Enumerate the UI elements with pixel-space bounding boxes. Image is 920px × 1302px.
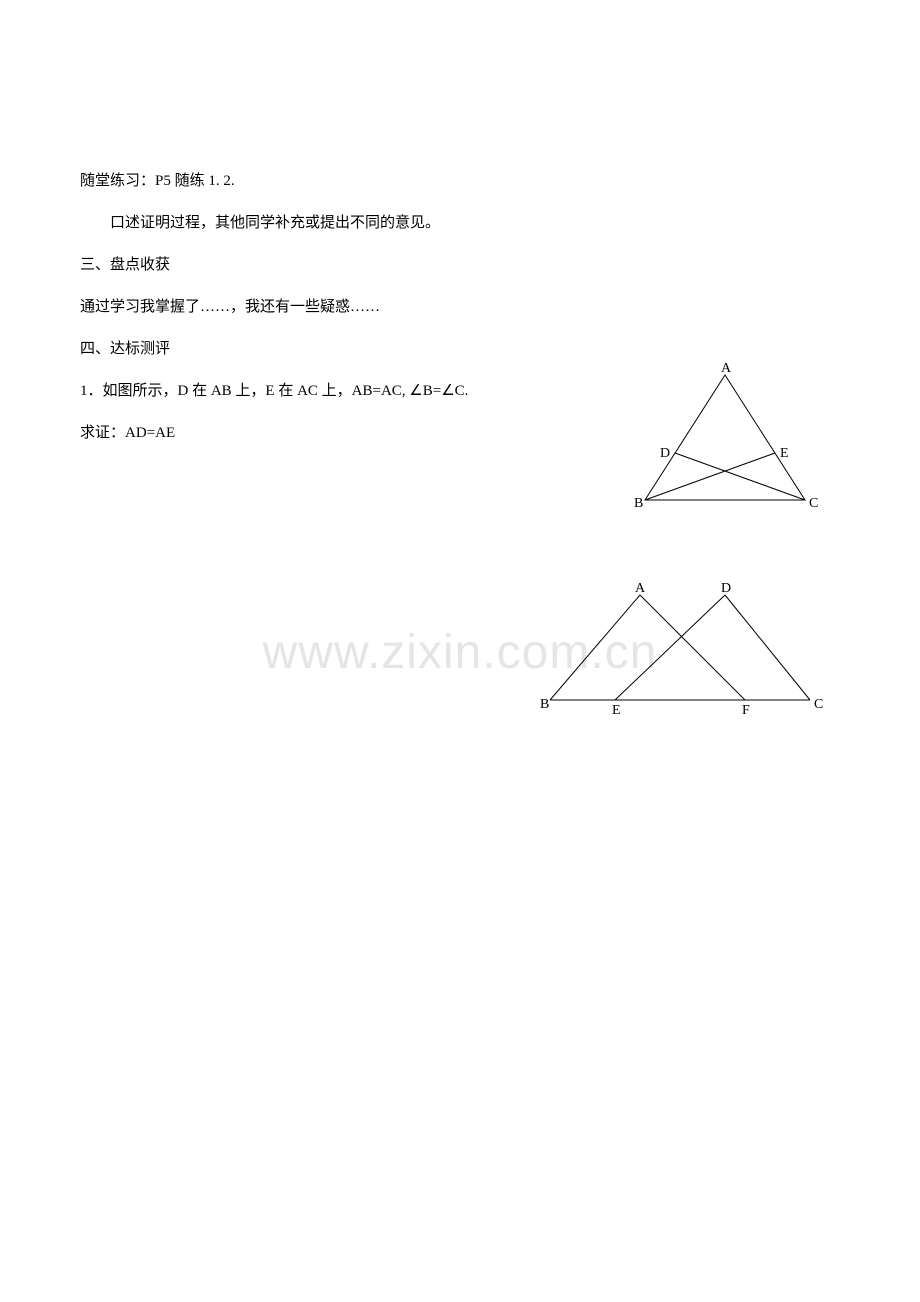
- geometry-figure-2: A D B E F C: [530, 580, 830, 720]
- label-d2: D: [721, 581, 731, 596]
- label-b2: B: [540, 697, 549, 712]
- label-e: E: [780, 446, 789, 461]
- label-c: C: [809, 496, 818, 511]
- text-line-1: 随堂练习：P5 随练 1. 2.: [80, 160, 840, 202]
- label-c2: C: [814, 697, 823, 712]
- line-dc: [725, 595, 810, 700]
- line-ab: [550, 595, 640, 700]
- label-a: A: [721, 361, 732, 376]
- text-line-3: 三、盘点收获: [80, 244, 840, 286]
- label-e2: E: [612, 703, 621, 718]
- line-af: [640, 595, 745, 700]
- label-d: D: [660, 446, 670, 461]
- geometry-figure-1: A B C D E: [620, 360, 830, 520]
- label-b: B: [634, 496, 643, 511]
- label-a2: A: [635, 581, 646, 596]
- line-de: [615, 595, 725, 700]
- label-f2: F: [742, 703, 750, 718]
- text-line-2: 口述证明过程，其他同学补充或提出不同的意见。: [80, 202, 840, 244]
- triangle-abc: [645, 375, 805, 500]
- text-line-4: 通过学习我掌握了……，我还有一些疑惑……: [80, 286, 840, 328]
